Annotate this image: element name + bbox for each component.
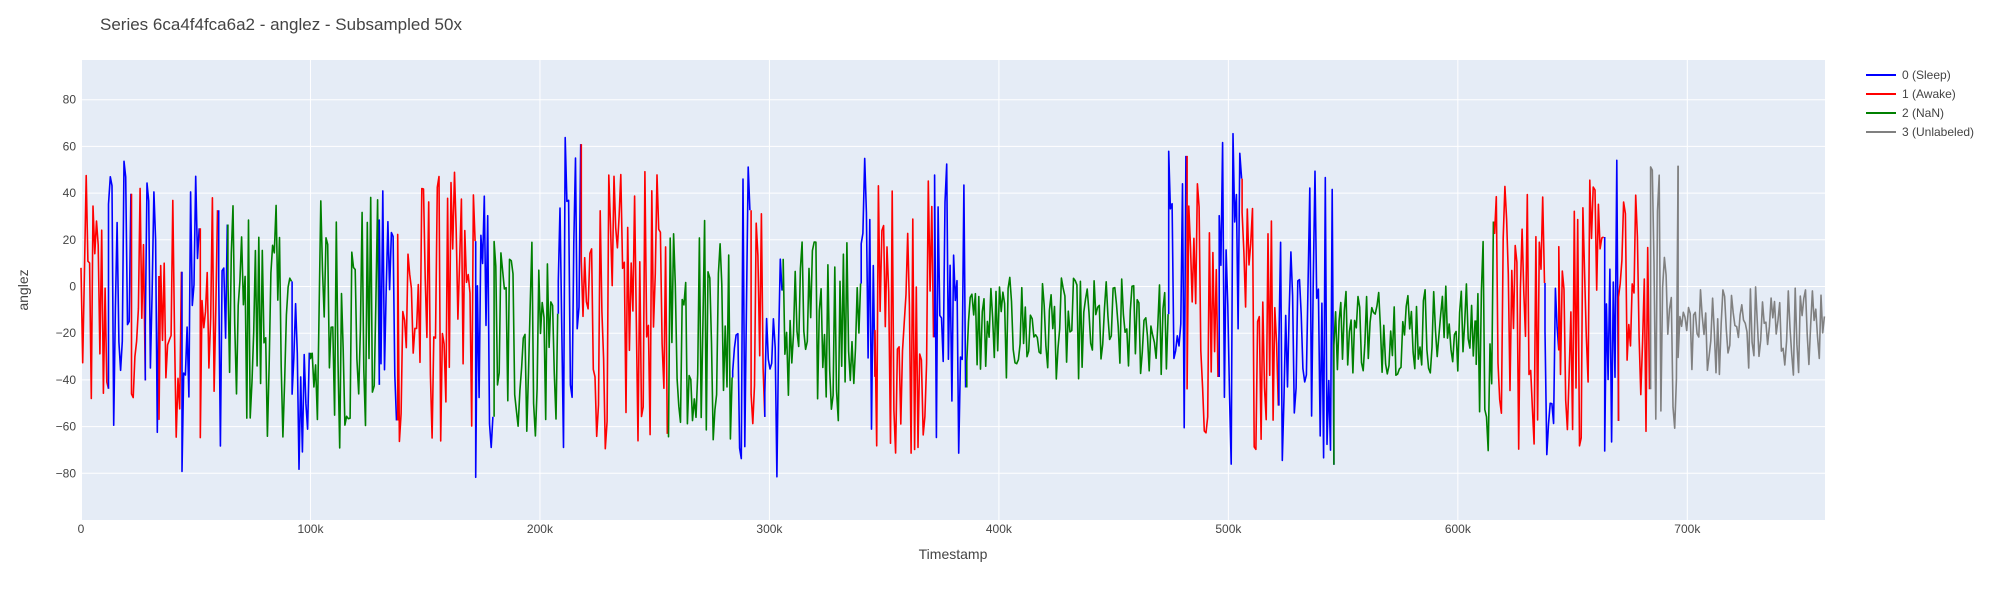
series-line-segment (144, 182, 160, 434)
series-line-segment (667, 219, 733, 441)
legend-item[interactable]: 1 (Awake) (1866, 87, 1956, 101)
y-tick-label: 80 (63, 93, 77, 107)
series-line-segment (107, 160, 132, 426)
series-line-segment (580, 144, 669, 450)
y-tick-label: −20 (56, 326, 77, 340)
series-line-segment (1677, 165, 1826, 376)
series-line-segment (181, 175, 200, 473)
y-tick-label: −80 (56, 466, 77, 480)
series-line-segment (1544, 283, 1560, 456)
series-line-segment (966, 276, 1169, 388)
series-line-segment (199, 197, 219, 439)
y-axis-ticks: 80 60 40 20 0 −20 −40 −60 −80 (56, 93, 77, 481)
series-line-segment (1218, 132, 1243, 465)
legend-label: 2 (NaN) (1902, 106, 1944, 120)
y-axis-title: anglez (15, 269, 31, 310)
series-line-segment (1278, 170, 1335, 465)
series-line-segment (80, 174, 110, 400)
y-tick-label: 40 (63, 186, 77, 200)
series-line-segment (782, 241, 862, 422)
x-tick-label: 300k (756, 522, 783, 536)
series-line-segment (933, 163, 967, 454)
legend-item[interactable]: 2 (NaN) (1866, 106, 1944, 120)
chart-title: Series 6ca4f4fca6a2 - anglez - Subsample… (100, 15, 462, 34)
y-tick-label: −40 (56, 373, 77, 387)
y-tick-label: −60 (56, 420, 77, 434)
series-line-segment (1333, 283, 1476, 465)
series-line-segment (378, 190, 398, 421)
y-tick-label: 0 (69, 279, 76, 293)
x-tick-label: 200k (527, 522, 554, 536)
x-axis-ticks: 0 100k 200k 300k 400k 500k 600k 700k (78, 522, 1702, 536)
series-line-segment (874, 180, 935, 454)
series-line-segment (1649, 165, 1679, 429)
series-line-segment (1617, 194, 1651, 433)
series-line-segment (474, 195, 494, 479)
series-line-segment (860, 157, 876, 430)
x-tick-label: 500k (1215, 522, 1242, 536)
series-line-segment (1475, 221, 1495, 452)
x-tick-label: 700k (1674, 522, 1701, 536)
series-line-segment (291, 281, 311, 470)
series-line-segment (158, 199, 183, 438)
y-tick-label: 60 (63, 139, 77, 153)
legend-label: 3 (Unlabeled) (1902, 125, 1974, 139)
x-axis-title: Timestamp (919, 546, 988, 562)
series-line-segment (396, 171, 476, 443)
series-line-segment (227, 204, 293, 438)
series-line-segment (557, 136, 582, 449)
plot-layer (80, 132, 1826, 479)
legend-label: 0 (Sleep) (1902, 68, 1951, 82)
series-line-segment (217, 210, 229, 447)
series-line-segment (1167, 150, 1187, 429)
series-line-segment (750, 210, 766, 425)
series-line-segment (1603, 159, 1620, 452)
legend[interactable]: 0 (Sleep) 1 (Awake) 2 (NaN) 3 (Unlabeled) (1866, 68, 1974, 139)
series-line-segment (309, 196, 381, 449)
series-line-segment (1241, 178, 1280, 451)
x-tick-label: 100k (297, 522, 324, 536)
series-line-segment (731, 166, 751, 460)
x-tick-label: 400k (986, 522, 1013, 536)
x-tick-label: 600k (1445, 522, 1472, 536)
legend-item[interactable]: 3 (Unlabeled) (1866, 125, 1974, 139)
series-line-segment (1186, 155, 1219, 434)
series-line-segment (1558, 179, 1604, 447)
legend-item[interactable]: 0 (Sleep) (1866, 68, 1951, 82)
series-line-segment (764, 258, 783, 478)
series-line-segment (130, 187, 147, 399)
series-line-segment (1493, 185, 1546, 450)
legend-label: 1 (Awake) (1902, 87, 1956, 101)
x-tick-label: 0 (78, 522, 85, 536)
y-tick-label: 20 (63, 233, 77, 247)
series-line-segment (493, 240, 559, 437)
